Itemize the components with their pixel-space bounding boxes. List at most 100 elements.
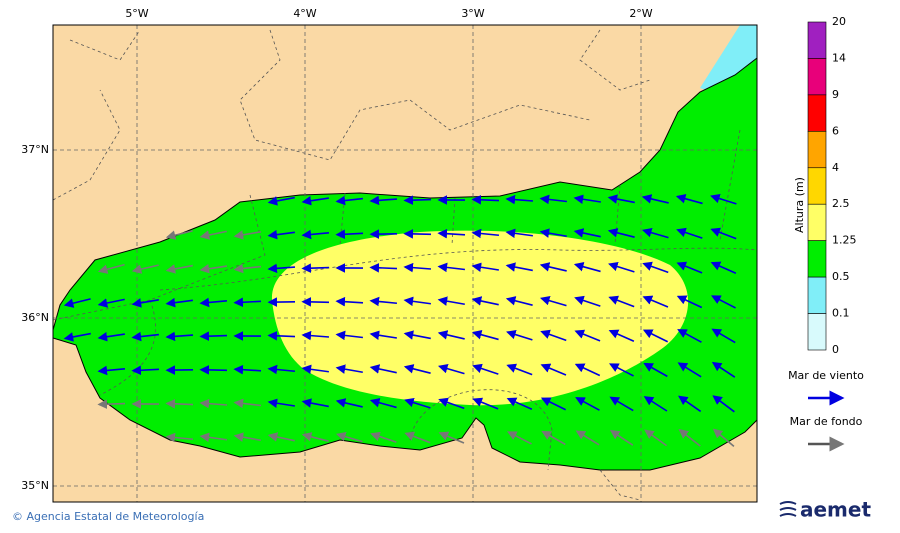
colorbar-segment	[807, 313, 827, 351]
wave-arrow	[369, 398, 397, 409]
colorbar-segment	[807, 58, 827, 96]
wave-arrow	[505, 296, 533, 306]
wave-arrow	[505, 228, 533, 239]
wave-arrow	[301, 432, 329, 442]
wave-arrow	[437, 228, 466, 239]
wave-arrow	[575, 397, 600, 411]
wave-arrow	[131, 298, 159, 308]
wave-arrow	[471, 296, 499, 306]
wave-arrow	[607, 228, 635, 238]
wave-arrow	[540, 329, 567, 342]
wave-arrow	[643, 396, 668, 412]
wave-arrow	[63, 298, 91, 308]
logo-text: aemet	[800, 498, 871, 522]
wave-arrow	[165, 264, 193, 274]
wave-arrow	[369, 263, 398, 273]
wave-arrow	[607, 194, 635, 204]
wave-arrow	[403, 195, 432, 205]
wave-arrow	[711, 295, 736, 309]
wave-arrow	[233, 432, 261, 442]
wave-arrow	[644, 429, 668, 447]
wave-arrow	[301, 364, 329, 375]
wave-arrow	[97, 365, 126, 376]
lon-labels: 5°W 4°W 3°W 2°W	[125, 7, 652, 20]
wave-arrow	[199, 398, 228, 409]
colorbar-label: 14	[832, 51, 846, 64]
wave-arrow	[369, 195, 398, 206]
wave-arrow	[642, 261, 669, 274]
wave-arrow	[471, 195, 500, 205]
wave-arrow	[678, 395, 702, 413]
colorbar-segment	[807, 94, 827, 132]
wave-arrow	[573, 194, 601, 204]
wave-arrow	[267, 331, 296, 341]
wave-arrow	[233, 297, 262, 308]
wave-arrow	[506, 397, 533, 411]
wave-arrow	[712, 395, 735, 413]
colorbar-segment	[807, 167, 827, 205]
wave-arrow	[335, 431, 363, 443]
legend-label: Mar de fondo	[790, 415, 863, 428]
colorbar-segment	[807, 240, 827, 278]
wave-arrow	[507, 431, 532, 445]
wave-arrow	[472, 363, 499, 375]
wave-arrow	[676, 295, 703, 309]
wave-arrow	[471, 228, 500, 239]
wave-arrow	[677, 329, 702, 343]
colorbar-label: 20	[832, 15, 846, 28]
wave-arrow	[199, 263, 227, 274]
wave-arrow	[712, 428, 735, 447]
wave-arrow	[678, 429, 701, 447]
wave-arrow	[403, 229, 432, 239]
wave-arrow	[97, 263, 125, 274]
wave-arrow	[675, 194, 703, 205]
wave-arrow	[472, 397, 499, 410]
wave-arrow	[437, 330, 465, 340]
lon-label: 3°W	[461, 7, 484, 20]
wave-arrow	[710, 227, 737, 240]
wave-arrow	[369, 296, 398, 307]
wave-arrow	[574, 329, 601, 342]
colorbar-title: Altura (m)	[793, 177, 806, 233]
wave-arrow	[471, 330, 499, 341]
wave-arrow	[335, 398, 363, 408]
wave-arrow	[131, 264, 159, 274]
lat-label: 36°N	[21, 311, 49, 324]
colorbar-label: 0.1	[832, 307, 850, 320]
wave-arrow	[438, 397, 465, 410]
wave-arrow	[165, 331, 194, 342]
legend-label: Mar de viento	[788, 369, 864, 382]
colorbar-label: 0.5	[832, 270, 850, 283]
wave-arrow	[506, 329, 533, 341]
wave-arrow	[131, 331, 160, 342]
wave-arrow	[541, 430, 566, 446]
wave-arrow	[574, 295, 601, 307]
wave-arrow	[267, 364, 296, 375]
colorbar-segment	[807, 131, 827, 169]
wave-arrow	[369, 330, 397, 340]
wave-arrow	[539, 262, 567, 272]
wave-arrow	[267, 263, 296, 274]
wave-arrow	[301, 330, 330, 341]
wave-arrow	[641, 194, 669, 204]
wave-arrow	[199, 297, 228, 308]
wave-arrow	[608, 295, 635, 308]
wave-arrow	[539, 194, 568, 205]
wave-arrow	[506, 363, 533, 376]
wave-arrow	[131, 365, 160, 376]
wave-arrow	[676, 227, 703, 239]
wave-arrow	[335, 330, 364, 341]
wave-arrow	[199, 331, 228, 341]
wave-arrow	[335, 296, 364, 307]
wave-arrow	[233, 398, 262, 409]
wave-arrow	[199, 230, 227, 240]
wave-arrow	[301, 195, 329, 206]
wave-arrow	[233, 263, 262, 274]
wave-arrow	[710, 193, 737, 205]
wave-arrow	[301, 263, 330, 273]
wave-arrow	[711, 361, 736, 378]
colorbar-label: 2.5	[832, 197, 850, 210]
credit: © Agencia Estatal de Meteorología	[12, 510, 204, 523]
wave-arrow	[404, 397, 431, 409]
